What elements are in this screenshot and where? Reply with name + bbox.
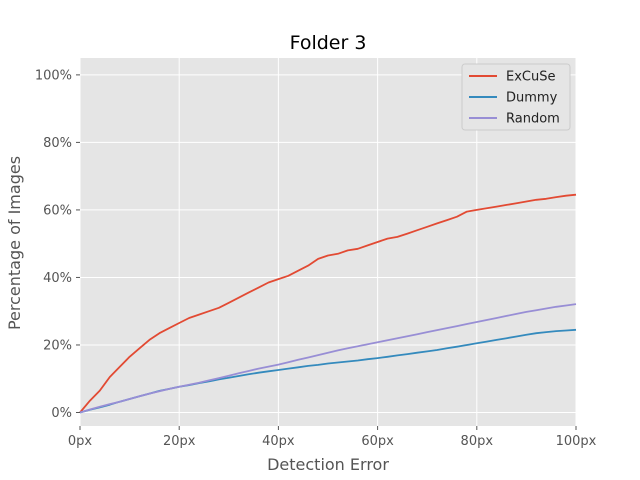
grid bbox=[79, 58, 577, 426]
x-tick-label: 0px bbox=[68, 434, 93, 449]
y-tick-label: 40% bbox=[43, 271, 72, 286]
series-layer bbox=[79, 193, 577, 414]
series-line-random bbox=[79, 303, 577, 414]
x-axis: 0px 20px 40px 60px 80px 100px bbox=[68, 426, 597, 449]
x-axis-label: Detection Error bbox=[267, 455, 389, 474]
x-tick-label: 40px bbox=[262, 434, 295, 449]
y-tick-label: 80% bbox=[43, 136, 72, 151]
series-line-excuse bbox=[79, 193, 577, 414]
legend: ExCuSe Dummy Random bbox=[461, 63, 571, 131]
x-tick-label: 80px bbox=[461, 434, 494, 449]
x-tick-label: 100px bbox=[556, 434, 597, 449]
y-tick-label: 0% bbox=[51, 406, 72, 421]
y-tick-label: 100% bbox=[35, 68, 72, 83]
legend-box bbox=[461, 63, 571, 131]
x-tick-label: 20px bbox=[163, 434, 196, 449]
x-tick-label: 60px bbox=[361, 434, 394, 449]
y-tick-label: 60% bbox=[43, 203, 72, 218]
legend-label-dummy: Dummy bbox=[506, 91, 558, 106]
legend-label-excuse: ExCuSe bbox=[506, 70, 555, 85]
chart-title: Folder 3 bbox=[290, 32, 367, 54]
y-axis-label: Percentage of Images bbox=[5, 156, 24, 330]
y-tick-label: 20% bbox=[43, 338, 72, 353]
y-axis: 0% 20% 40% 60% 80% 100% bbox=[35, 68, 80, 421]
legend-label-random: Random bbox=[506, 112, 560, 127]
